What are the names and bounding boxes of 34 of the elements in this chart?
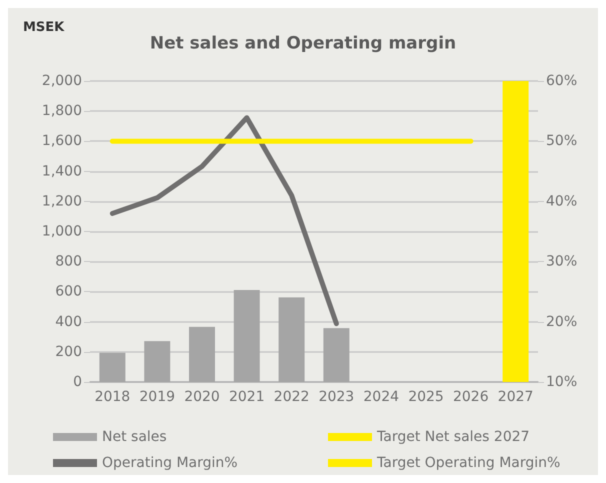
x-tick-label: 2018 [94, 389, 130, 405]
x-tick-label: 2021 [228, 389, 265, 405]
y-tick-label: 800 [55, 254, 82, 270]
x-tick-label: 2019 [139, 389, 176, 405]
chart-title: Net sales and Operating margin [150, 34, 456, 54]
y-tick-label: 1,400 [42, 163, 82, 180]
y-tick-label: 2,000 [42, 73, 82, 89]
y-tick-label: 0 [73, 374, 82, 390]
y2-tick-label: 40% [546, 193, 578, 210]
bar [502, 81, 529, 382]
y2-tick-label: 50% [546, 133, 578, 150]
y2-tick-label: 30% [546, 254, 578, 270]
y-axis-title: MSEK [23, 20, 66, 35]
x-tick-label: 2024 [363, 389, 400, 405]
x-tick-label: 2022 [274, 389, 310, 405]
y2-tick-label: 20% [546, 314, 578, 330]
y2-tick-label: 60% [546, 73, 578, 89]
legend-label: Target Operating Margin% [376, 455, 560, 471]
legend-label: Target Net sales 2027 [376, 429, 530, 445]
y-tick-label: 200 [55, 344, 82, 360]
y-tick-label: 400 [55, 314, 82, 330]
y-tick-label: 1,200 [42, 193, 82, 210]
x-tick-label: 2020 [184, 389, 220, 405]
x-tick-label: 2027 [498, 389, 534, 405]
legend-label: Net sales [102, 429, 167, 445]
x-tick-label: 2025 [408, 389, 444, 405]
y-tick-label: 600 [55, 284, 82, 300]
y2-tick-label: 10% [546, 374, 578, 390]
y-tick-label: 1,600 [42, 133, 82, 150]
y-tick-label: 1,000 [42, 224, 82, 240]
y-tick-label: 1,800 [42, 103, 82, 120]
x-tick-label: 2026 [452, 389, 489, 405]
x-tick-label: 2023 [318, 389, 354, 405]
legend-label: Operating Margin% [102, 455, 238, 471]
